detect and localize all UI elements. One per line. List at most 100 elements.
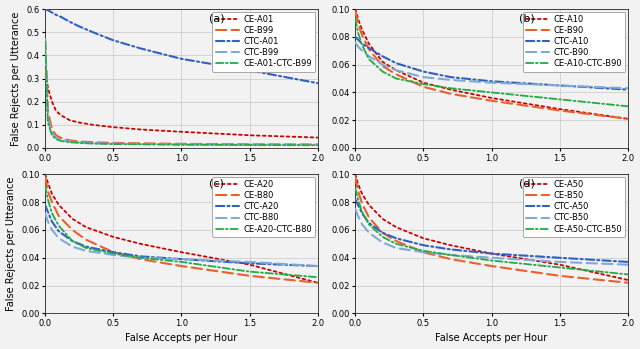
CE-A01-CTC-B99 — [76, 141, 83, 145]
CTC-B80 — [246, 260, 253, 264]
CE-B50 — [358, 201, 366, 206]
CE-A50 — [365, 203, 372, 207]
CE-B99 — [89, 140, 97, 144]
CE-A10-CTC-B90 — [488, 90, 495, 95]
Line: CE-B50: CE-B50 — [355, 177, 628, 283]
Y-axis label: False Rejects per Utterance: False Rejects per Utterance — [6, 177, 15, 311]
CE-A50-CTC-B50 — [365, 222, 372, 227]
Line: CTC-B50: CTC-B50 — [355, 209, 628, 265]
Legend: CE-A50, CE-B50, CTC-A50, CTC-B50, CE-A50-CTC-B50: CE-A50, CE-B50, CTC-A50, CTC-B50, CE-A50… — [523, 177, 625, 237]
CTC-A50 — [358, 211, 366, 215]
CE-A01 — [66, 118, 74, 122]
CTC-B99 — [76, 140, 83, 144]
CTC-A10 — [447, 75, 454, 79]
CE-B80 — [55, 214, 63, 218]
CTC-A10 — [351, 35, 359, 39]
CE-A20 — [44, 181, 52, 185]
Line: CTC-A20: CTC-A20 — [45, 205, 317, 266]
CE-A50-CTC-B50 — [488, 259, 495, 263]
CTC-B99 — [42, 37, 49, 41]
CTC-B90 — [556, 83, 564, 88]
CE-A20-CTC-B80 — [314, 275, 321, 279]
CE-A50 — [379, 217, 387, 221]
CTC-B50 — [420, 250, 428, 254]
CE-B80 — [68, 228, 76, 232]
CTC-A01 — [178, 57, 186, 61]
CE-A10 — [379, 60, 387, 64]
CTC-B90 — [379, 62, 387, 67]
CTC-A20 — [42, 203, 49, 207]
CTC-A10 — [488, 79, 495, 83]
CE-A10 — [365, 42, 372, 46]
CTC-B90 — [354, 44, 362, 49]
CE-A50-CTC-B50 — [392, 242, 400, 246]
CTC-B80 — [42, 211, 49, 215]
CE-A20 — [109, 235, 117, 239]
CE-A50 — [351, 172, 359, 177]
CE-B99 — [66, 138, 74, 142]
Text: (a): (a) — [209, 13, 225, 23]
CE-A50-CTC-B50 — [351, 186, 359, 190]
CTC-A01 — [52, 13, 60, 17]
CTC-B90 — [351, 40, 359, 44]
Line: CE-A01-CTC-B99: CE-A01-CTC-B99 — [45, 42, 317, 145]
Line: CTC-A50: CTC-A50 — [355, 199, 628, 262]
CE-A20 — [68, 217, 76, 221]
CTC-B99 — [52, 135, 60, 140]
CE-A10 — [354, 17, 362, 21]
CE-A10-CTC-B90 — [354, 31, 362, 35]
CE-B90 — [420, 85, 428, 89]
CE-A10 — [358, 28, 366, 32]
CE-B80 — [314, 281, 321, 285]
CTC-B50 — [354, 214, 362, 218]
CE-A10 — [420, 81, 428, 85]
CE-B99 — [58, 136, 65, 140]
CE-A50-CTC-B50 — [354, 197, 362, 201]
CE-A20 — [42, 172, 49, 177]
CTC-B80 — [68, 245, 76, 249]
CTC-A10 — [624, 88, 632, 92]
CTC-B99 — [44, 116, 52, 120]
Line: CE-B99: CE-B99 — [45, 39, 317, 144]
CE-A10 — [624, 117, 632, 121]
CTC-B99 — [314, 143, 321, 147]
Line: CTC-B99: CTC-B99 — [45, 39, 317, 145]
CTC-B99 — [58, 138, 65, 142]
CE-A20-CTC-B80 — [48, 211, 56, 215]
CE-B50 — [392, 239, 400, 243]
CTC-B50 — [624, 262, 632, 267]
CE-A50 — [354, 182, 362, 186]
CE-B90 — [354, 21, 362, 25]
CE-A50-CTC-B50 — [447, 253, 454, 257]
Line: CE-A20: CE-A20 — [45, 174, 317, 283]
CE-B99 — [76, 139, 83, 143]
CE-A10-CTC-B90 — [351, 17, 359, 21]
CTC-A50 — [447, 247, 454, 252]
CE-A01-CTC-B99 — [58, 139, 65, 143]
CE-A10 — [447, 88, 454, 92]
CTC-A50 — [379, 231, 387, 235]
CTC-B80 — [48, 228, 56, 232]
CE-B50 — [488, 264, 495, 268]
CE-B90 — [351, 10, 359, 14]
CE-A20 — [82, 225, 90, 229]
CE-A01 — [89, 123, 97, 127]
CTC-B90 — [488, 81, 495, 85]
Legend: CE-A10, CE-B90, CTC-A10, CTC-B90, CE-A10-CTC-B90: CE-A10, CE-B90, CTC-A10, CTC-B90, CE-A10… — [523, 12, 625, 72]
CTC-A10 — [358, 42, 366, 46]
CE-A20-CTC-B80 — [246, 269, 253, 274]
CE-A50 — [624, 278, 632, 282]
CTC-A20 — [137, 254, 145, 259]
CE-A20-CTC-B80 — [44, 197, 52, 201]
CE-A01 — [52, 109, 60, 113]
CTC-B99 — [109, 141, 117, 146]
CE-A20 — [55, 203, 63, 207]
CTC-B80 — [314, 264, 321, 268]
CTC-B90 — [392, 68, 400, 72]
CE-A01-CTC-B99 — [109, 142, 117, 146]
CTC-A01 — [89, 30, 97, 34]
CE-A20-CTC-B80 — [42, 184, 49, 188]
CTC-B99 — [246, 142, 253, 147]
CE-A01 — [42, 65, 49, 69]
X-axis label: False Accepts per Hour: False Accepts per Hour — [435, 333, 548, 343]
